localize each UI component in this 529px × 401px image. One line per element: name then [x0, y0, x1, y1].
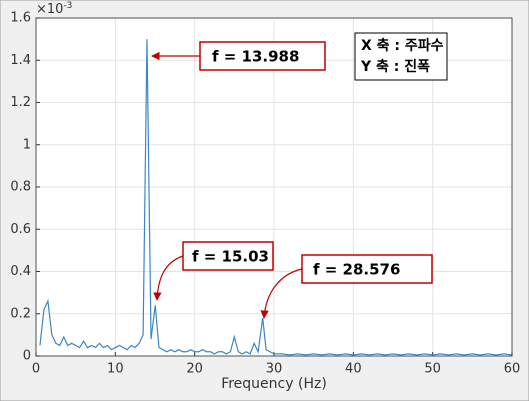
y-tick-label: 0 — [23, 349, 31, 364]
x-tick-label: 20 — [186, 362, 203, 377]
y-multiplier-exp: -3 — [63, 1, 72, 11]
annotation-box — [199, 41, 326, 71]
y-tick-label: 1.4 — [10, 53, 31, 68]
x-tick-label: 60 — [504, 362, 521, 377]
x-tick-label: 30 — [266, 362, 283, 377]
arrow — [260, 268, 303, 319]
data-line — [39, 39, 513, 356]
y-tick-label: 1 — [23, 137, 31, 152]
y-tick-label: 0.4 — [10, 264, 31, 279]
annotation: f = 15.03 — [192, 248, 269, 266]
x-tick-label: 50 — [424, 362, 441, 377]
axis-note: Y 축 : 진폭 — [360, 58, 430, 75]
annotation: f = 28.576 — [313, 261, 400, 279]
y-tick-label: 0.8 — [10, 180, 31, 195]
x-tick-label: 40 — [345, 362, 362, 377]
y-multiplier: ×10-3 — [36, 1, 72, 17]
annotation-box — [301, 254, 433, 284]
y-tick-label: 0.6 — [10, 222, 31, 237]
axis-note-box — [354, 32, 448, 81]
plot-frame — [35, 17, 513, 357]
y-tick-label: 1.6 — [10, 11, 31, 26]
arrow — [153, 255, 184, 301]
x-tick-label: 0 — [32, 362, 40, 377]
y-tick-label: 1.2 — [10, 95, 31, 110]
x-axis-label: Frequency (Hz) — [221, 376, 327, 392]
annotation-box — [182, 241, 274, 271]
axis-note: X 축 : 주파수 — [361, 38, 444, 54]
annotation: f = 13.988 — [212, 48, 299, 66]
y-tick-label: 0.2 — [10, 306, 31, 321]
y-multiplier-base: ×10 — [36, 2, 63, 17]
x-tick-label: 10 — [107, 362, 124, 377]
